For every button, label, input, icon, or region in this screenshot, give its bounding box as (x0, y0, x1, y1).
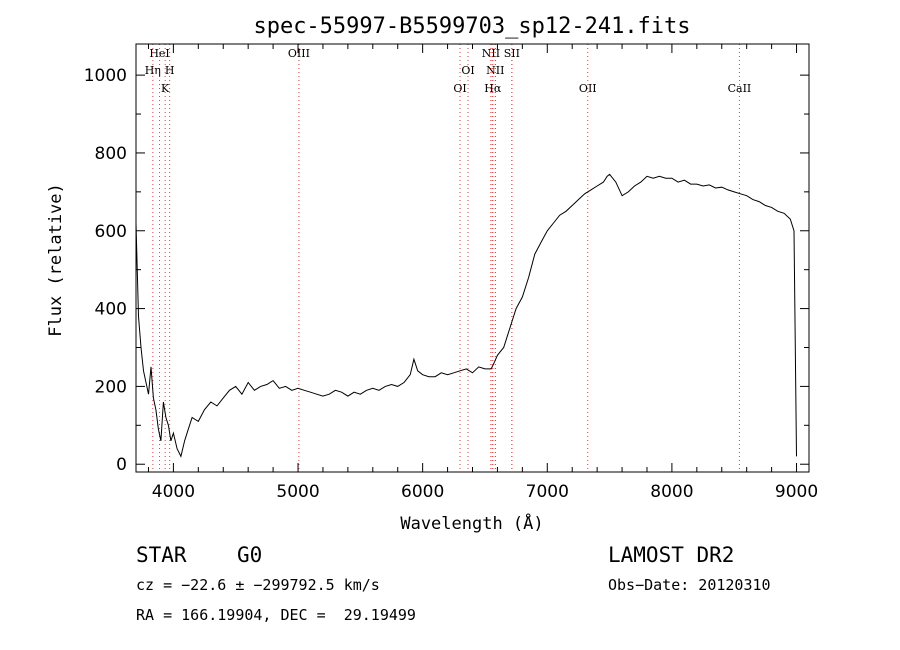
y-tick-label: 200 (95, 377, 127, 397)
coordinates: RA = 166.19904, DEC = 29.19499 (136, 606, 416, 624)
reference-line-label: K (161, 82, 170, 95)
x-tick-label: 6000 (401, 482, 444, 502)
reference-line-label: OI (453, 82, 466, 95)
y-tick-label: 800 (95, 144, 127, 164)
y-tick-label: 1000 (84, 66, 127, 86)
x-tick-label: 9000 (775, 482, 818, 502)
reference-line-label: OIII (288, 47, 310, 60)
survey-name: LAMOST DR2 (608, 543, 735, 567)
reference-line-label: CaII (728, 82, 752, 95)
x-tick-label: 4000 (152, 482, 195, 502)
y-tick-label: 600 (95, 222, 127, 242)
x-tick-label: 7000 (526, 482, 569, 502)
obs-date: Obs−Date: 20120310 (608, 576, 771, 594)
axis-ticks: 4000 5000 6000 7000 8000 9000 0 200 400 600 800 100… (84, 44, 818, 502)
plot-frame (135, 43, 810, 473)
reference-line-label: Hα (484, 82, 502, 95)
y-tick-label: 0 (116, 455, 127, 475)
x-tick-label: 8000 (650, 482, 693, 502)
spectrum-line (135, 173, 797, 458)
reference-line-label: NII (486, 64, 504, 77)
chart-title: spec-55997-B5599703_sp12-241.fits (253, 14, 690, 39)
reference-line-label: OII (579, 82, 597, 95)
y-tick-label: 400 (95, 300, 127, 320)
reference-line-label: SII (504, 47, 520, 60)
reference-line-label: OI (461, 64, 474, 77)
spectral-subclass: G0 (237, 543, 263, 567)
reference-line-label: Hη (145, 64, 161, 77)
redshift-text: cz = −22.6 ± −299792.5 km/s (136, 576, 380, 594)
object-class: STAR (136, 543, 187, 567)
reference-line-label: H (165, 64, 175, 77)
x-tick-label: 5000 (276, 482, 319, 502)
y-axis-label: Flux (relative) (46, 183, 66, 337)
x-axis-label: Wavelength (Å) (400, 512, 543, 534)
